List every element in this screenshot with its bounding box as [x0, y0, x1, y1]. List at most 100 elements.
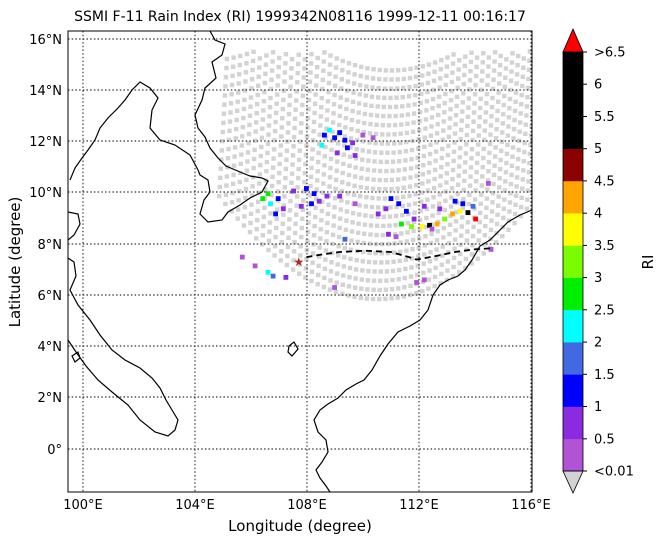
- colorbar-bin: [563, 309, 583, 343]
- swath-pixel: [321, 68, 326, 73]
- swath-pixel: [326, 80, 332, 86]
- swath-pixel: [295, 194, 300, 199]
- swath-pixel: [285, 139, 290, 144]
- swath-pixel: [308, 174, 314, 180]
- swath-pixel: [398, 140, 403, 146]
- swath-pixel: [338, 95, 343, 100]
- swath-pixel: [399, 122, 404, 127]
- swath-pixel: [306, 106, 311, 112]
- swath-pixel: [330, 129, 335, 134]
- swath-pixel: [413, 183, 419, 188]
- swath-pixel: [316, 159, 321, 165]
- swath-pixel: [390, 168, 395, 173]
- swath-pixel: [389, 186, 394, 192]
- colorbar-bin: [563, 277, 583, 311]
- swath-pixel: [445, 162, 450, 167]
- swath-pixel: [471, 110, 477, 115]
- swath-pixel: [401, 76, 406, 82]
- swath-pixel: [368, 112, 374, 118]
- swath-pixel: [266, 123, 272, 128]
- rain-point: [268, 201, 273, 207]
- swath-pixel: [506, 115, 512, 120]
- swath-pixel: [418, 208, 423, 214]
- swath-pixel: [349, 229, 355, 234]
- colorbar-tick-label: <0.01: [594, 465, 634, 480]
- swath-pixel: [495, 212, 500, 217]
- swath-pixel: [258, 153, 263, 159]
- swath-pixel: [428, 240, 434, 246]
- swath-pixel: [340, 282, 345, 287]
- swath-pixel: [357, 212, 362, 217]
- swath-pixel: [236, 81, 241, 86]
- swath-pixel: [332, 92, 337, 98]
- swath-pixel: [468, 165, 474, 170]
- swath-pixel: [505, 133, 511, 138]
- swath-pixel: [363, 204, 369, 209]
- swath-pixel: [523, 122, 528, 127]
- colorbar-bin: [563, 180, 583, 214]
- swath-pixel: [470, 128, 476, 134]
- swath-pixel: [450, 61, 456, 66]
- swath-pixel: [458, 146, 463, 151]
- swath-pixel: [303, 266, 309, 271]
- swath-pixel: [469, 147, 475, 152]
- swath-pixel: [357, 203, 362, 208]
- swath-pixel: [360, 148, 365, 153]
- swath-pixel: [339, 198, 344, 203]
- swath-pixel: [295, 185, 300, 190]
- swath-pixel: [502, 188, 507, 193]
- swath-pixel: [268, 95, 273, 101]
- swath-pixel: [280, 116, 285, 121]
- swath-pixel: [251, 156, 257, 162]
- swath-pixel: [263, 62, 269, 67]
- swath-pixel: [366, 149, 372, 154]
- swath-pixel: [451, 264, 456, 270]
- rain-point: [324, 193, 330, 199]
- swath-pixel: [287, 93, 293, 98]
- swath-pixel: [444, 277, 450, 282]
- swath-pixel: [304, 134, 310, 139]
- swath-pixel: [453, 113, 459, 118]
- swath-pixel: [381, 223, 386, 229]
- swath-pixel: [450, 70, 455, 75]
- swath-pixel: [293, 107, 298, 112]
- swath-pixel: [453, 219, 459, 224]
- rain-point: [460, 201, 466, 207]
- rain-point: [252, 263, 258, 269]
- swath-pixel: [380, 132, 385, 137]
- swath-pixel: [244, 51, 250, 57]
- rain-point: [437, 206, 443, 212]
- swath-pixel: [279, 249, 284, 254]
- swath-pixel: [255, 101, 260, 107]
- swath-pixel: [380, 123, 385, 128]
- swath-pixel: [300, 93, 305, 98]
- swath-pixel: [456, 173, 461, 178]
- swath-pixel: [314, 74, 319, 79]
- swath-pixel: [262, 89, 267, 95]
- swath-pixel: [421, 153, 426, 159]
- swath-pixel: [451, 255, 457, 261]
- swath-pixel: [509, 163, 515, 168]
- swath-pixel: [306, 220, 311, 225]
- swath-pixel: [323, 248, 329, 253]
- swath-pixel: [479, 183, 484, 188]
- swath-pixel: [526, 67, 532, 72]
- swath-pixel: [371, 177, 376, 182]
- swath-pixel: [327, 287, 333, 292]
- swath-pixel: [360, 268, 365, 273]
- swath-pixel: [342, 143, 347, 148]
- swath-pixel: [423, 224, 429, 230]
- swath-pixel: [412, 102, 417, 107]
- swath-pixel: [401, 294, 406, 299]
- rain-point: [345, 145, 350, 151]
- swath-pixel: [506, 124, 511, 129]
- swath-pixel: [507, 209, 512, 214]
- swath-pixel: [472, 92, 478, 97]
- swath-pixel: [309, 52, 314, 57]
- swath-pixel: [369, 204, 375, 210]
- swath-pixel: [250, 67, 255, 73]
- swath-pixel: [261, 214, 267, 220]
- swath-pixel: [438, 183, 443, 188]
- swath-pixel: [346, 181, 351, 187]
- swath-pixel: [363, 93, 369, 98]
